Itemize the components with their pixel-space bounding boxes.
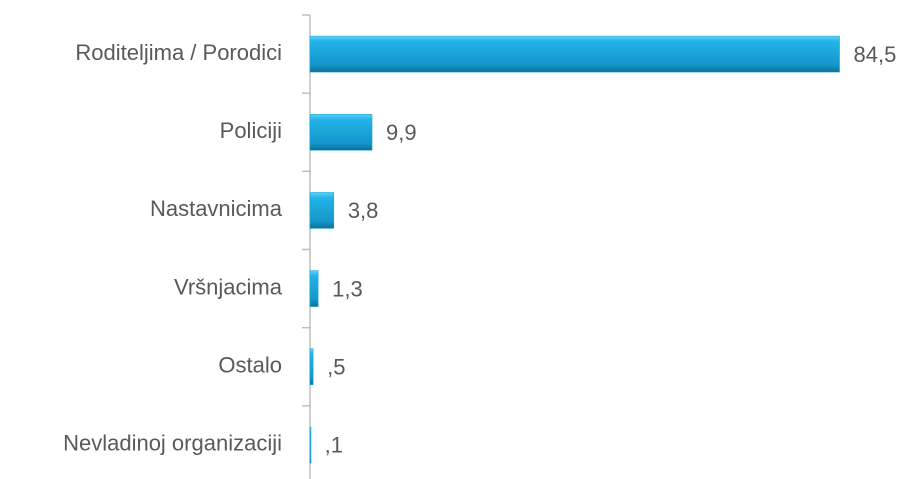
- y-tick-label: Ostalo: [218, 353, 282, 378]
- bar: [309, 114, 373, 151]
- y-tick-label: Vršnjacima: [174, 274, 283, 299]
- value-label: 3,8: [348, 198, 379, 223]
- y-tick-label: Policiji: [220, 118, 282, 143]
- y-tick-label: Nastavnicima: [150, 196, 283, 221]
- y-tick-label: Roditeljima / Porodici: [75, 40, 282, 65]
- bar: [309, 35, 840, 73]
- value-label: ,5: [327, 355, 345, 380]
- bar: [309, 426, 312, 464]
- bar: [309, 270, 319, 307]
- value-label: ,1: [325, 433, 343, 458]
- value-label: 9,9: [386, 120, 417, 145]
- value-label: 1,3: [332, 276, 363, 301]
- bar: [309, 348, 314, 385]
- bar: [309, 192, 335, 229]
- value-label: 84,5: [854, 42, 897, 67]
- y-tick-label: Nevladinoj organizaciji: [63, 431, 282, 456]
